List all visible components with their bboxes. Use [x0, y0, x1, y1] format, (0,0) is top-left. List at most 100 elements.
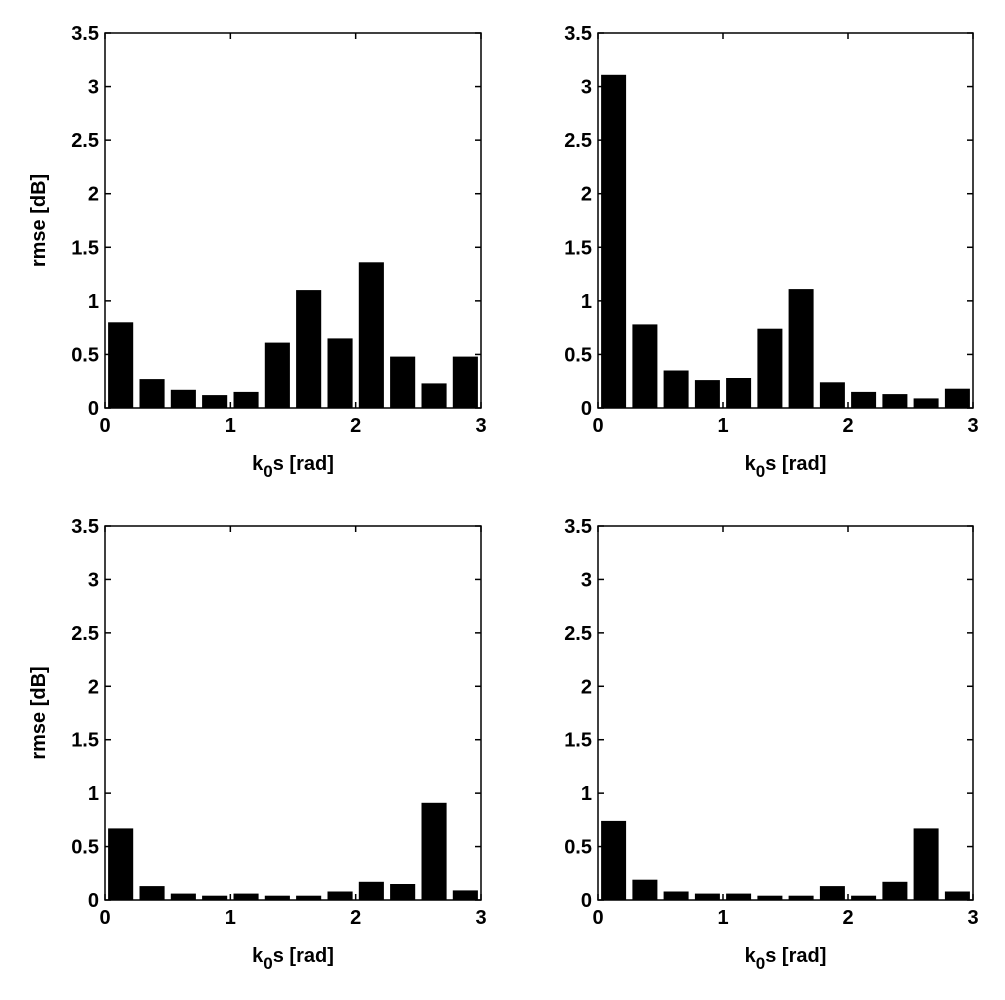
axes-frame [104, 32, 482, 409]
bar-6 [264, 895, 290, 900]
bar-9 [358, 881, 384, 900]
x-tick-label: 1 [225, 907, 236, 929]
y-axis-label: rmse [dB] [28, 174, 50, 267]
y-tick-label: 1.5 [71, 237, 99, 259]
x-axis-label: k0s [rad] [745, 945, 827, 973]
bar-2 [139, 886, 165, 900]
x-tick-label: 0 [592, 415, 603, 437]
axes-frame [597, 32, 974, 409]
x-tick-label: 1 [717, 907, 728, 929]
y-tick-label: 0.5 [564, 837, 592, 859]
bar-7 [296, 290, 322, 408]
bar-10 [390, 884, 416, 900]
y-tick-label: 1.5 [564, 237, 592, 259]
bar-10 [390, 356, 416, 408]
subplot-4: 0 0.5 1 1.5 2 2.5 3 3.5 0 1 2 3 k0s [rad] [564, 516, 978, 973]
bar-3 [663, 891, 689, 900]
y-tick-label: 1.5 [71, 730, 99, 752]
bar-12 [452, 356, 478, 408]
bar-9 [851, 391, 877, 408]
bar-7 [788, 895, 814, 900]
x-tick-label: 0 [99, 415, 110, 437]
bar-5 [726, 893, 752, 900]
axes-frame [597, 525, 974, 901]
bar-4 [202, 395, 228, 408]
bar-5 [233, 893, 259, 900]
bar-11 [913, 398, 939, 408]
x-tick-label: 2 [842, 907, 853, 929]
bar-1 [601, 74, 627, 409]
y-tick-label: 3.5 [71, 516, 99, 538]
bar-10 [882, 394, 908, 408]
bar-12 [944, 388, 970, 408]
bar-7 [296, 895, 322, 900]
y-tick-label: 2.5 [564, 130, 592, 152]
x-tick-label: 1 [225, 415, 236, 437]
bar-4 [694, 893, 720, 900]
bar-12 [452, 890, 478, 900]
bar-6 [757, 895, 783, 900]
y-tick-label: 3 [581, 77, 592, 99]
bar-2 [632, 879, 658, 900]
bar-5 [726, 378, 752, 408]
y-tick-label: 0 [88, 398, 99, 420]
bar-9 [851, 895, 877, 900]
y-tick-label: 3 [88, 569, 99, 591]
x-tick-label: 3 [967, 415, 978, 437]
y-tick-label: 3.5 [564, 516, 592, 538]
y-tick-label: 2 [88, 676, 99, 698]
x-axis-label: k0s [rad] [745, 453, 827, 481]
bar-11 [421, 383, 447, 408]
x-tick-label: 2 [350, 415, 361, 437]
y-tick-label: 1 [88, 783, 99, 805]
bar-4 [694, 380, 720, 408]
subplot-2: 0 0.5 1 1.5 2 2.5 3 3.5 0 1 2 3 k0s [rad] [564, 23, 978, 481]
y-tick-label: 0 [581, 398, 592, 420]
bar-6 [264, 342, 290, 408]
bar-11 [913, 828, 939, 900]
y-tick-label: 0.5 [71, 837, 99, 859]
y-tick-label: 1 [88, 291, 99, 313]
y-tick-label: 1.5 [564, 730, 592, 752]
y-tick-label: 3.5 [71, 23, 99, 45]
x-tick-label: 0 [592, 907, 603, 929]
bar-2 [139, 379, 165, 408]
bar-10 [882, 881, 908, 900]
axes-frame [104, 525, 482, 901]
subplot-3: 0 0.5 1 1.5 2 2.5 3 3.5 0 1 2 3 k0s [rad] rmse [dB] [28, 516, 487, 973]
y-tick-label: 1 [581, 783, 592, 805]
y-tick-label: 2 [581, 184, 592, 206]
x-axis-label: k0s [rad] [252, 945, 334, 973]
y-tick-label: 2 [88, 184, 99, 206]
y-tick-label: 3 [88, 77, 99, 99]
bar-12 [944, 891, 970, 900]
bar-6 [757, 328, 783, 408]
y-tick-label: 2.5 [564, 623, 592, 645]
bar-5 [233, 391, 259, 408]
y-tick-label: 1 [581, 291, 592, 313]
x-tick-label: 1 [717, 415, 728, 437]
bar-9 [358, 262, 384, 408]
x-tick-label: 0 [99, 907, 110, 929]
bar-8 [819, 886, 845, 900]
x-axis-label: k0s [rad] [252, 453, 334, 481]
bar-8 [819, 382, 845, 408]
bar-1 [108, 322, 134, 408]
y-tick-label: 3.5 [564, 23, 592, 45]
y-tick-label: 2.5 [71, 130, 99, 152]
subplot-1: 0 0.5 1 1.5 2 2.5 3 3.5 0 1 2 3 k0s [rad] rmse [dB] [28, 23, 487, 481]
bar-1 [108, 828, 134, 900]
y-tick-label: 0.5 [564, 344, 592, 366]
x-tick-label: 3 [967, 907, 978, 929]
x-tick-label: 2 [842, 415, 853, 437]
bar-3 [170, 389, 196, 408]
bar-3 [663, 370, 689, 408]
y-tick-label: 0.5 [71, 344, 99, 366]
bar-4 [202, 895, 228, 900]
bar-7 [788, 289, 814, 408]
y-tick-label: 0 [88, 890, 99, 912]
bar-3 [170, 893, 196, 900]
x-tick-label: 3 [475, 415, 486, 437]
y-tick-label: 2.5 [71, 623, 99, 645]
bar-8 [327, 891, 353, 900]
